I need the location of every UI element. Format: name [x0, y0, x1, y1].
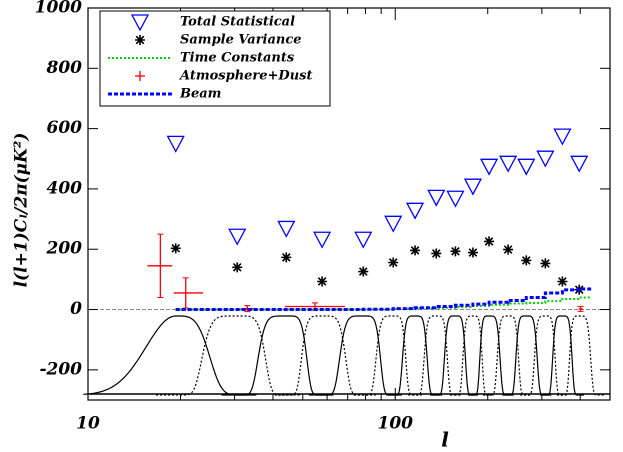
window-function — [274, 315, 376, 396]
y-tick-label: 0 — [70, 299, 82, 319]
y-axis-label: l(l+1)Cₗ/2π(μK²) — [12, 133, 32, 288]
y-tick-label: -200 — [39, 359, 82, 379]
triangle-marker — [517, 158, 536, 176]
window-function — [156, 315, 302, 396]
step-line — [175, 296, 592, 311]
asterisk-marker — [232, 262, 243, 273]
y-tick-label: 600 — [47, 118, 83, 138]
triangle-marker — [553, 128, 572, 146]
window-function — [483, 315, 532, 396]
triangle-marker — [354, 231, 373, 249]
asterisk-marker — [431, 248, 442, 259]
triangle-marker — [479, 158, 499, 176]
y-tick-label: 200 — [46, 239, 83, 259]
asterisk-marker — [135, 35, 145, 45]
window-function — [449, 315, 494, 396]
legend-label: Atmosphere+Dust — [178, 69, 312, 84]
x-tick-label: 100 — [377, 414, 413, 434]
triangle-marker — [446, 190, 465, 208]
window-function — [430, 315, 479, 396]
window-function — [83, 315, 257, 396]
asterisk-marker — [317, 276, 328, 287]
triangle-marker — [166, 135, 185, 153]
asterisk-marker — [388, 257, 399, 268]
asterisk-marker — [467, 247, 478, 258]
triangle-marker — [384, 215, 403, 233]
y-tick-label: 1000 — [35, 0, 82, 18]
y-tick-label: 400 — [47, 178, 83, 198]
triangle-marker — [536, 150, 555, 168]
window-function — [557, 315, 605, 396]
window-function — [467, 315, 514, 396]
window-function — [353, 315, 422, 396]
window-function — [539, 315, 584, 396]
triangle-marker — [228, 228, 247, 246]
asterisk-marker — [521, 255, 532, 266]
legend-label: Beam — [179, 87, 221, 102]
y-tick-label: 800 — [46, 58, 83, 78]
triangle-marker — [313, 231, 332, 249]
asterisk-marker — [540, 258, 551, 269]
x-axis-label: l — [441, 428, 449, 452]
asterisk-marker — [557, 276, 568, 287]
asterisk-marker — [450, 246, 461, 257]
triangle-marker — [463, 178, 483, 196]
asterisk-marker — [170, 243, 181, 254]
triangle-marker — [427, 189, 446, 207]
window-function — [308, 315, 402, 396]
window-function — [408, 315, 462, 396]
asterisk-marker — [503, 244, 514, 255]
asterisk-marker — [358, 266, 369, 277]
x-tick-label: 10 — [76, 414, 100, 434]
legend: Total Statistical Sample Variance Time Con… — [99, 10, 331, 107]
triangle-marker — [570, 155, 589, 173]
triangle-marker — [130, 14, 150, 32]
window-function — [502, 315, 552, 396]
triangle-marker — [499, 155, 518, 173]
plot-frame — [87, 7, 611, 401]
asterisk-marker — [281, 252, 292, 263]
asterisk-marker — [410, 245, 421, 256]
triangle-marker — [405, 202, 425, 220]
legend-label: Total Statistical — [180, 15, 295, 30]
window-function — [221, 315, 334, 396]
legend-label: Sample Variance — [180, 33, 302, 48]
window-function — [386, 315, 443, 396]
triangle-marker — [277, 220, 296, 238]
window-function — [520, 315, 568, 396]
asterisk-marker — [484, 236, 495, 247]
legend-label: Time Constants — [180, 51, 295, 66]
step-line — [175, 287, 592, 311]
